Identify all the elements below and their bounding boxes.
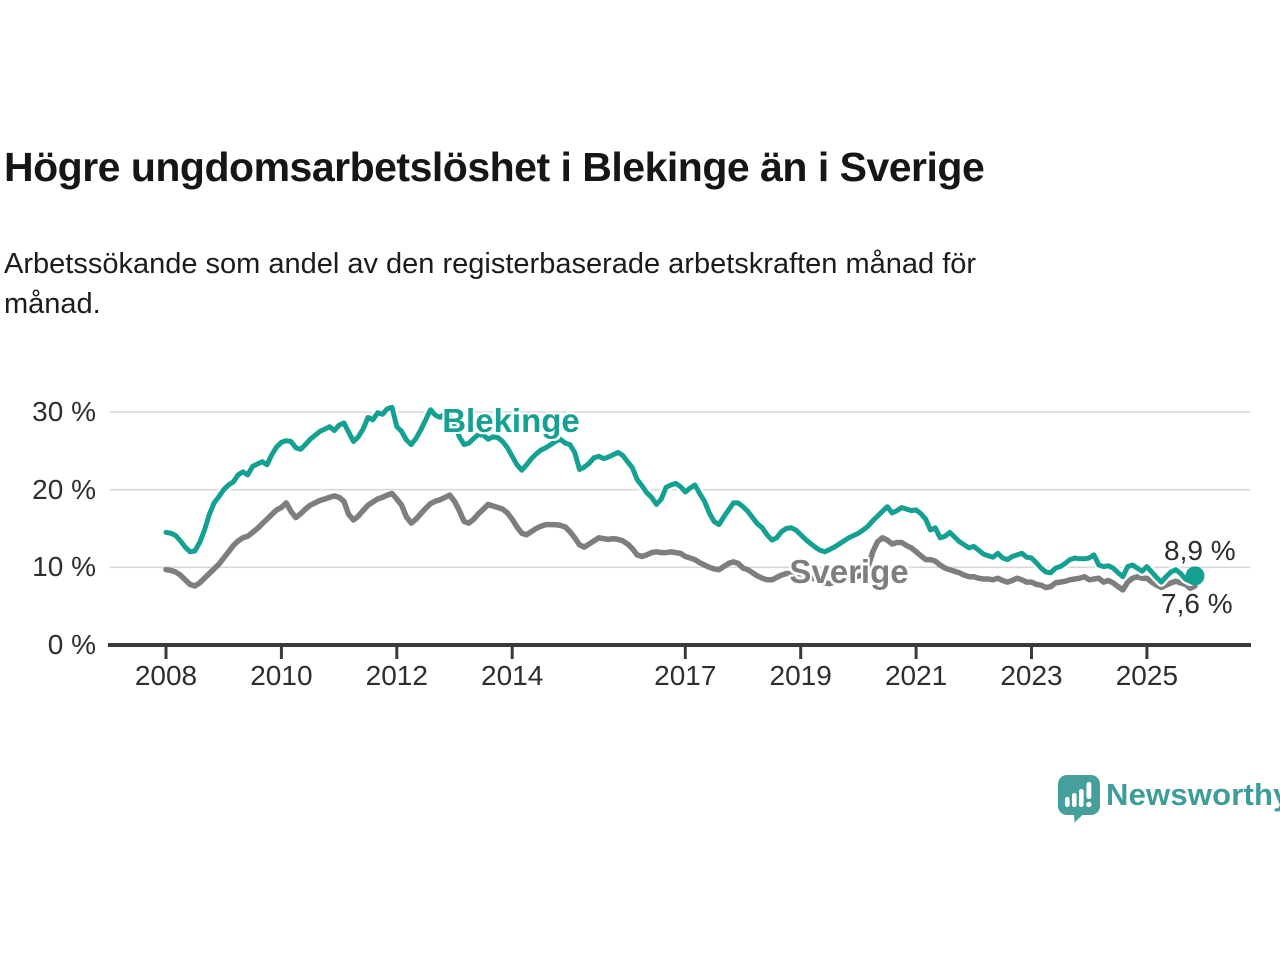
x-axis-label: 2008 [134, 660, 198, 691]
x-axis-label: 2010 [250, 660, 313, 691]
sverige-line [163, 490, 1198, 593]
x-axis-label: 2012 [365, 660, 428, 691]
blekinge-end-value-label: 8,9 % [1164, 535, 1236, 566]
blekinge-series-label: Blekinge [442, 402, 580, 439]
page-title: Högre ungdomsarbetslöshet i Blekinge än … [4, 144, 985, 190]
subtitle-line-2: månad. [4, 288, 101, 320]
y-axis-label: 10 % [32, 551, 96, 583]
blekinge-line [163, 404, 1198, 585]
x-axis-ticks [164, 645, 1149, 659]
x-axis-label: 2014 [481, 660, 544, 691]
sverige-end-value-label: 7,6 % [1161, 588, 1233, 619]
x-axis-label: 2023 [1000, 660, 1063, 691]
x-axis-label: 2017 [654, 660, 717, 691]
y-axis-label: 20 % [32, 473, 96, 505]
subtitle-line-1: Arbetssökande som andel av den registerb… [4, 248, 977, 280]
page-subtitle: Arbetssökande som andel av den registerb… [4, 244, 1224, 324]
y-axis-label: 30 % [32, 395, 96, 427]
blekinge-end-dot [1185, 566, 1205, 586]
newsworthy-logo-icon [1058, 775, 1100, 823]
y-axis-label: 0 % [47, 629, 96, 660]
x-axis-label: 2025 [1115, 660, 1179, 691]
x-axis-label: 2021 [884, 660, 948, 691]
newsworthy-brand-text: Newsworthy [1106, 777, 1280, 812]
x-axis-label: 2019 [769, 660, 832, 691]
sverige-series-label: Sverige [789, 553, 909, 590]
